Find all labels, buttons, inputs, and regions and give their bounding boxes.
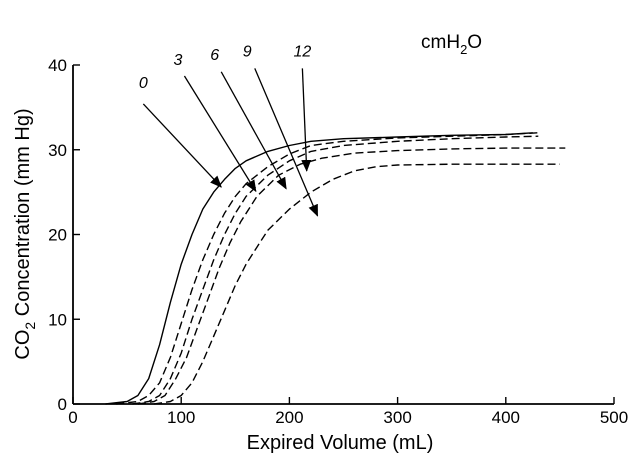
curve-label-9: 9 — [243, 44, 252, 61]
x-tick-label-500: 500 — [600, 408, 628, 427]
x-tick-label-300: 300 — [383, 408, 411, 427]
y-axis-label-pre: CO — [12, 330, 34, 360]
curve-label-6: 6 — [210, 47, 219, 64]
curve-3 — [116, 132, 539, 405]
unit-label-pre: cmH — [421, 32, 460, 53]
y-tick-label-0: 0 — [58, 395, 67, 414]
x-tick-label-200: 200 — [275, 408, 303, 427]
y-tick-label-10: 10 — [48, 310, 67, 329]
y-tick-label-30: 30 — [48, 141, 67, 160]
x-tick-label-100: 100 — [167, 408, 195, 427]
curve-12 — [153, 163, 560, 405]
y-tick-label-20: 20 — [48, 226, 67, 245]
y-tick-label-40: 40 — [48, 56, 67, 75]
arrow-9 — [254, 68, 319, 217]
curve-label-0: 0 — [139, 75, 148, 92]
curve-label-3: 3 — [174, 52, 183, 69]
y-axis-label: CO2 Concentration (mm Hg) — [12, 108, 38, 359]
y-axis-label-post: Concentration (mm Hg) — [12, 108, 34, 321]
unit-label: cmH2O — [421, 32, 482, 57]
unit-label-post: O — [467, 32, 482, 53]
curve-9 — [137, 147, 566, 405]
x-tick-label-400: 400 — [492, 408, 520, 427]
arrow-6 — [220, 71, 287, 190]
unit-label-sub: 2 — [460, 42, 467, 57]
x-tick-label-0: 0 — [68, 408, 77, 427]
curve-label-12: 12 — [293, 44, 311, 61]
arrow-0 — [142, 103, 222, 188]
arrow-12 — [301, 68, 312, 172]
y-axis-label-sub: 2 — [22, 322, 38, 330]
x-axis-label: Expired Volume (mL) — [247, 432, 434, 454]
curve-6 — [132, 135, 539, 405]
arrow-3 — [183, 75, 257, 193]
curve-0 — [105, 132, 533, 405]
